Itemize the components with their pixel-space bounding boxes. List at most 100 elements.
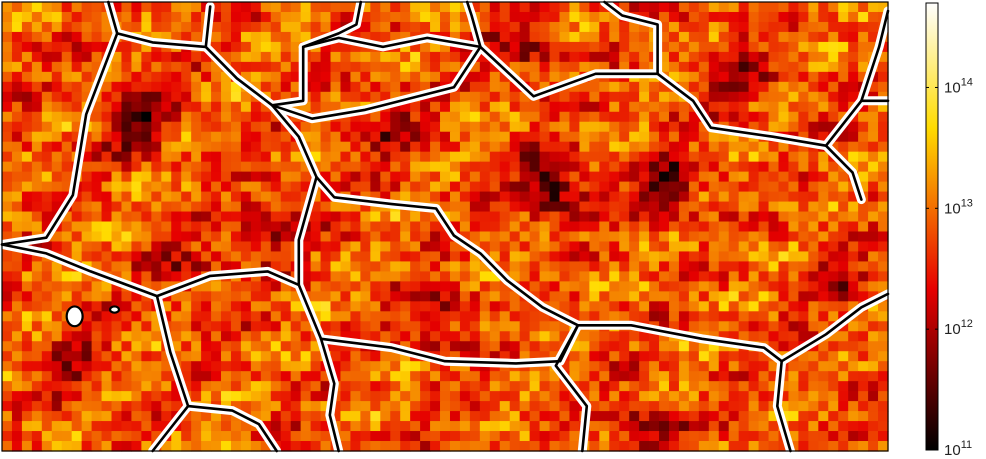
heatmap-cell (748, 161, 760, 173)
heatmap-cell (131, 401, 142, 412)
heatmap-cell (340, 381, 352, 392)
heatmap-cell (469, 201, 481, 213)
heatmap-cell (71, 121, 83, 133)
heatmap-cell (549, 291, 561, 302)
heatmap-cell (141, 201, 152, 213)
heatmap-cell (639, 421, 650, 432)
heatmap-cell (320, 431, 332, 442)
heatmap-cell (250, 401, 262, 412)
heatmap-cell (41, 121, 53, 133)
heatmap-cell (230, 121, 242, 133)
heatmap-cell (629, 161, 640, 173)
heatmap-cell (728, 91, 740, 103)
heatmap-cell (878, 271, 889, 282)
heatmap-cell (688, 111, 700, 123)
heatmap-cell (838, 401, 849, 412)
heatmap-cell (828, 331, 839, 342)
heatmap-cell (81, 271, 93, 282)
heatmap-cell (31, 351, 43, 362)
heatmap-cell (21, 321, 33, 332)
heatmap-cell (420, 401, 431, 412)
heatmap-cell (400, 391, 411, 402)
heatmap-cell (31, 321, 43, 332)
heatmap-cell (151, 151, 162, 163)
heatmap-cell (121, 341, 133, 352)
heatmap-cell (748, 431, 760, 442)
heatmap-cell (310, 191, 322, 203)
heatmap-cell (221, 141, 232, 153)
heatmap-cell (141, 171, 152, 183)
heatmap-cell (619, 41, 630, 53)
heatmap-cell (171, 351, 182, 362)
heatmap-cell (51, 441, 63, 452)
heatmap-cell (380, 151, 391, 163)
heatmap-cell (509, 181, 521, 193)
heatmap-cell (51, 301, 63, 312)
heatmap-cell (778, 101, 790, 113)
heatmap-cell (589, 191, 600, 203)
heatmap-cell (2, 321, 13, 332)
heatmap-cell (828, 91, 839, 103)
heatmap-cell (250, 121, 262, 133)
heatmap-cell (240, 421, 252, 432)
heatmap-cell (410, 151, 421, 163)
heatmap-cell (778, 301, 790, 312)
heatmap-cell (459, 281, 471, 292)
heatmap-cell (280, 301, 292, 312)
heatmap-cell (181, 431, 192, 442)
heatmap-cell (838, 131, 849, 143)
heatmap-cell (121, 141, 133, 153)
heatmap-cell (221, 341, 232, 352)
heatmap-cell (539, 271, 551, 282)
heatmap-cell (818, 421, 829, 432)
heatmap-cell (509, 211, 521, 223)
heatmap-cell (340, 211, 352, 223)
heatmap-cell (619, 121, 630, 133)
heatmap-cell (489, 111, 501, 123)
heatmap-cell (340, 301, 352, 312)
heatmap-cell (81, 81, 93, 93)
heatmap-cell (808, 371, 819, 382)
heatmap-cell (51, 131, 63, 143)
heatmap-cell (768, 61, 780, 73)
heatmap-cell (360, 431, 371, 442)
heatmap-cell (380, 221, 391, 233)
heatmap-cell (141, 241, 152, 253)
heatmap-cell (380, 61, 391, 73)
heatmap-cell (21, 251, 33, 263)
heatmap-cell (678, 101, 690, 113)
heatmap-cell (698, 141, 710, 153)
heatmap-cell (51, 261, 63, 272)
heatmap-cell (599, 121, 610, 133)
heatmap-cell (430, 421, 441, 432)
heatmap-cell (629, 101, 640, 113)
heatmap-cell (698, 411, 710, 422)
heatmap-cell (81, 431, 93, 442)
heatmap-cell (579, 261, 590, 272)
heatmap-cell (778, 2, 790, 13)
heatmap-cell (469, 141, 481, 153)
heatmap-cell (121, 201, 133, 213)
heatmap-cell (748, 301, 760, 312)
heatmap-cell (260, 171, 272, 183)
heatmap-cell (579, 81, 590, 93)
heatmap-cell (798, 321, 809, 332)
heatmap-cell (21, 151, 33, 163)
heatmap-cell (400, 281, 411, 292)
heatmap-cell (300, 101, 312, 113)
heatmap-cell (161, 61, 172, 73)
heatmap-cell (350, 41, 361, 53)
heatmap-cell (250, 281, 262, 292)
heatmap-cell (459, 141, 471, 153)
heatmap-cell (201, 131, 212, 143)
heatmap-cell (410, 231, 421, 243)
heatmap-cell (778, 201, 790, 213)
heatmap-cell (131, 71, 142, 83)
heatmap-cell (290, 401, 302, 412)
heatmap-cell (479, 61, 491, 73)
heatmap-cell (599, 441, 610, 452)
heatmap-cell (459, 361, 471, 372)
heatmap-cell (260, 351, 272, 362)
heatmap-cell (738, 21, 750, 33)
heatmap-cell (211, 351, 222, 362)
